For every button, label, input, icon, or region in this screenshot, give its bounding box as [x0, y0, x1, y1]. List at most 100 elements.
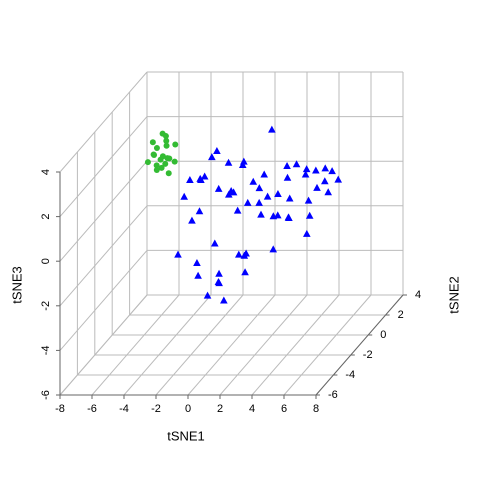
x-tick-label: -8: [55, 403, 65, 415]
grid-line: [187, 294, 276, 396]
grid-line: [123, 294, 212, 396]
grid-line: [59, 250, 148, 351]
z-tick-label: -4: [40, 346, 52, 356]
x-tick-label: 0: [185, 403, 191, 415]
point: [255, 184, 264, 192]
x-tick-label: 4: [249, 403, 255, 415]
point: [153, 144, 160, 151]
y-tick-label: -2: [363, 349, 373, 361]
point: [292, 160, 301, 168]
point: [164, 155, 171, 162]
point: [283, 173, 292, 181]
grid-line: [59, 205, 148, 307]
point: [255, 198, 263, 206]
grid-line: [59, 116, 148, 217]
point: [284, 213, 293, 221]
x-tick-label: 2: [217, 403, 223, 415]
point: [268, 125, 276, 133]
point: [151, 151, 158, 158]
point: [193, 258, 201, 266]
y-tick-label: 0: [380, 329, 386, 341]
y-tick-label: -6: [328, 389, 338, 401]
grid-line: [59, 294, 148, 396]
x-tick-label: -6: [87, 403, 97, 415]
point: [312, 166, 320, 174]
point: [200, 172, 209, 180]
point: [163, 137, 170, 144]
y-axis-label: tSNE2: [446, 276, 461, 314]
point: [321, 177, 329, 185]
point: [214, 184, 223, 192]
point: [304, 196, 313, 204]
point: [233, 206, 242, 214]
point: [324, 188, 332, 196]
point: [241, 268, 249, 276]
point: [224, 158, 233, 166]
point: [158, 164, 165, 171]
y-tick-label: -4: [345, 369, 355, 381]
point: [215, 269, 223, 277]
point: [186, 175, 194, 183]
point: [144, 159, 151, 166]
grid-line: [59, 160, 148, 262]
grid-line: [59, 71, 148, 173]
x-tick-label: 6: [281, 403, 287, 415]
axis-line: [315, 294, 404, 396]
point: [215, 279, 223, 287]
point: [301, 170, 310, 178]
point: [227, 186, 235, 194]
point: [257, 210, 265, 218]
y-tick-label: 2: [398, 309, 404, 321]
point: [213, 147, 221, 155]
point: [274, 190, 282, 198]
z-tick-label: 4: [40, 169, 52, 175]
point: [243, 198, 252, 206]
point: [180, 192, 188, 200]
grid-line: [91, 294, 180, 396]
x-tick-label: 8: [313, 403, 319, 415]
point: [163, 142, 170, 149]
point: [238, 161, 247, 169]
point: [220, 296, 228, 304]
x-tick-label: -4: [119, 403, 129, 415]
point: [203, 291, 212, 299]
point: [269, 245, 278, 253]
point: [334, 175, 343, 183]
point: [153, 162, 160, 169]
z-tick-label: -6: [40, 390, 52, 400]
point: [194, 271, 202, 279]
point: [249, 177, 258, 185]
grid-line: [251, 294, 340, 396]
point: [313, 183, 321, 191]
point: [211, 239, 219, 247]
point: [242, 249, 250, 257]
point: [196, 174, 204, 182]
grid-line: [155, 294, 244, 396]
point: [321, 164, 330, 172]
point: [172, 141, 179, 148]
point: [225, 190, 233, 198]
point: [171, 158, 178, 165]
z-tick-label: -2: [40, 301, 52, 311]
z-tick-label: 2: [40, 214, 52, 220]
point: [174, 250, 182, 258]
grid-line: [219, 294, 308, 396]
z-axis-label: tSNE3: [9, 266, 24, 304]
point: [195, 207, 204, 215]
y-tick-label: 4: [415, 289, 421, 301]
point: [157, 156, 164, 163]
point: [273, 211, 282, 219]
z-tick-label: 0: [40, 258, 52, 264]
point: [263, 192, 272, 200]
point: [149, 139, 156, 146]
point: [328, 167, 336, 175]
point: [305, 211, 314, 219]
point: [302, 165, 311, 173]
point: [283, 162, 291, 170]
x-axis-label: tSNE1: [167, 428, 205, 443]
point: [235, 250, 243, 258]
grid-line: [283, 294, 372, 396]
point: [153, 167, 160, 174]
point: [303, 229, 311, 237]
